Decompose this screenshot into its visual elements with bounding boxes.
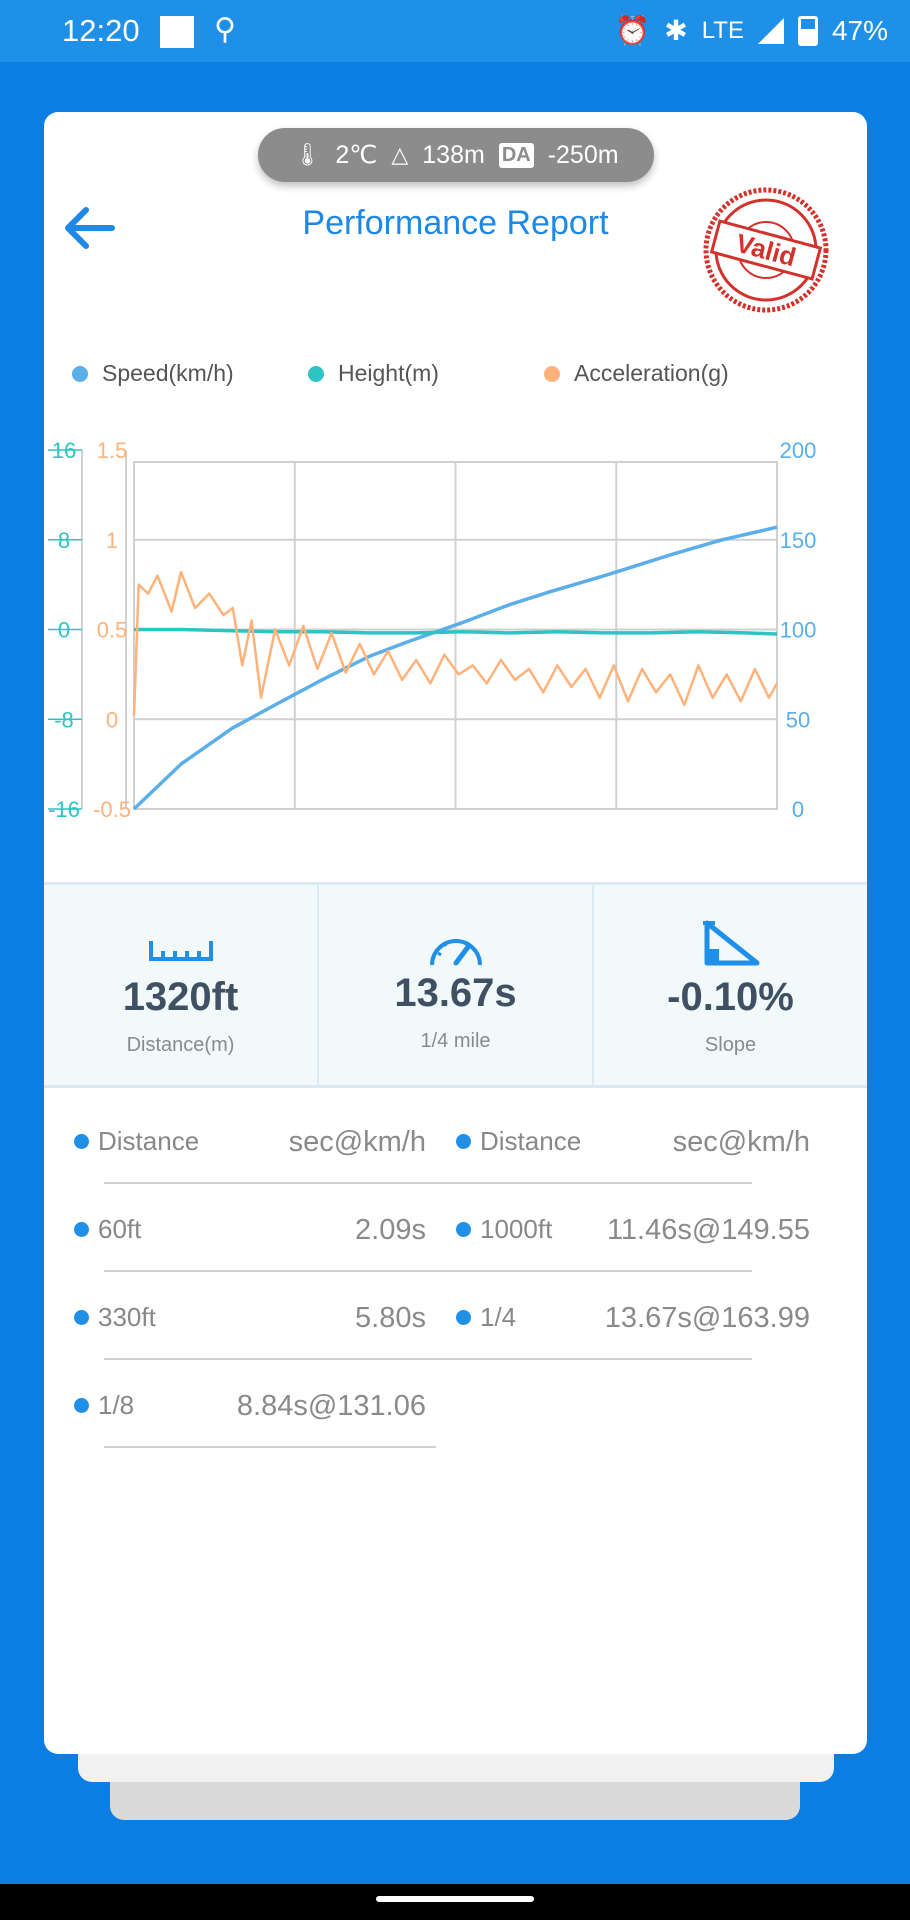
tick-label-speed: 100 (780, 618, 817, 643)
status-time: 12:20 (62, 13, 140, 48)
tick-label-speed: 50 (786, 707, 810, 732)
row-divider (104, 1358, 752, 1360)
stats-bar: 1320ft Distance(m) 13.67s 1/4 mile (44, 882, 867, 1088)
stat-slope-label: Slope (704, 1034, 757, 1056)
page-title: Performance Report (302, 204, 609, 242)
stat-time: 13.67s 1/4 mile (317, 885, 592, 1085)
stat-distance-label: Distance(m) (126, 1034, 235, 1056)
stat-time-label: 1/4 mile (420, 1030, 491, 1052)
chart-legend: Speed(km/h) Height(m) Acceleration(g) (44, 352, 867, 392)
split-value: 2.09s (355, 1214, 426, 1246)
split-row: 1/8 8.84s@131.06 (74, 1386, 426, 1430)
status-bar: 12:20 ⚲ ⏰ ✱ LTE 47% (0, 0, 910, 62)
density-altitude-value: -250m (547, 140, 619, 169)
legend-speed: Speed(km/h) (72, 360, 234, 387)
mountain-icon: △ (391, 142, 409, 167)
altitude-value: 138m (422, 140, 485, 169)
split-key: 1/4 (480, 1302, 517, 1332)
split-value: sec@km/h (288, 1126, 426, 1158)
stat-slope-value: -0.10% (667, 975, 794, 1019)
notification-square-icon (160, 16, 194, 48)
split-key: 1/8 (98, 1390, 135, 1420)
battery-percent: 47% (831, 14, 888, 46)
tick-label-acceleration: 1 (106, 528, 118, 553)
ruler-icon (148, 941, 213, 961)
tick-label-acceleration: 1.5 (97, 438, 128, 463)
valid-stamp-icon: Valid (703, 187, 829, 313)
split-value: 11.46s@149.55 (606, 1214, 810, 1246)
split-value: 13.67s@163.99 (604, 1302, 810, 1334)
back-arrow-icon[interactable] (58, 200, 118, 256)
bluetooth-icon: ✱ (664, 15, 688, 46)
split-key: 1000ft (480, 1214, 553, 1244)
home-gesture-handle[interactable] (376, 1896, 534, 1902)
tick-label-height: -8 (54, 707, 74, 732)
stat-distance: 1320ft Distance(m) (44, 885, 317, 1085)
split-bullet (74, 1398, 89, 1413)
row-divider (104, 1446, 436, 1448)
report-card: 🌡 2℃ △ 138m DA -250m Performance Report … (44, 112, 867, 1754)
row-divider (104, 1182, 752, 1184)
tick-label-height: -16 (48, 797, 80, 822)
tick-label-height: 8 (58, 528, 70, 553)
tick-label-speed: 0 (792, 797, 804, 822)
split-row: 330ft 5.80s (74, 1298, 426, 1342)
stat-time-value: 13.67s (394, 971, 517, 1015)
status-icons: ⏰ ✱ LTE 47% (615, 14, 888, 47)
legend-acceleration: Acceleration(g) (544, 360, 729, 387)
slope-icon (702, 920, 759, 966)
split-bullet (456, 1310, 471, 1325)
split-key: 60ft (98, 1214, 142, 1244)
legend-label-acceleration: Acceleration(g) (574, 360, 729, 386)
split-key: 330ft (98, 1302, 156, 1332)
tick-label-height: 16 (52, 438, 76, 463)
split-row: 1000ft 11.46s@149.55 (456, 1210, 810, 1254)
system-nav-bar (0, 1884, 910, 1920)
network-label: LTE (701, 16, 744, 44)
legend-height: Height(m) (308, 360, 439, 387)
da-badge-icon: DA (498, 142, 534, 168)
legend-dot-acceleration (544, 365, 560, 382)
legend-label-height: Height(m) (338, 360, 439, 386)
split-bullet (456, 1222, 471, 1237)
stat-distance-value: 1320ft (122, 975, 239, 1019)
environment-pill: 🌡 2℃ △ 138m DA -250m (258, 128, 654, 182)
legend-dot-height (308, 365, 324, 382)
battery-icon (797, 15, 818, 46)
split-key: Distance (480, 1126, 582, 1156)
split-value: 8.84s@131.06 (236, 1390, 426, 1422)
series-line-height (134, 627, 778, 636)
split-row-header-left: Distance sec@km/h (74, 1122, 426, 1166)
legend-label-speed: Speed(km/h) (102, 360, 234, 386)
split-row: 1/4 13.67s@163.99 (456, 1298, 810, 1342)
temperature-value: 2℃ (335, 141, 378, 169)
legend-dot-speed (72, 365, 88, 382)
split-value: 5.80s (355, 1302, 426, 1334)
series-line-acceleration (132, 570, 779, 716)
split-bullet (74, 1222, 89, 1237)
tick-label-speed: 150 (780, 528, 817, 553)
signal-icon (757, 17, 784, 44)
split-key: Distance (98, 1126, 200, 1156)
stat-slope: -0.10% Slope (592, 885, 867, 1085)
tick-label-acceleration: -0.5 (93, 797, 131, 822)
alarm-icon: ⏰ (615, 15, 651, 46)
split-row: 60ft 2.09s (74, 1210, 426, 1254)
performance-chart: 16 8 0 -8 -16 1.5 1 0.5 0 -0.5 200 150 100 50 0 (48, 438, 817, 822)
tick-label-acceleration: 0 (106, 707, 118, 732)
speedometer-icon (429, 939, 482, 966)
split-bullet (74, 1310, 89, 1325)
tick-label-speed: 200 (780, 438, 817, 463)
row-divider (104, 1270, 752, 1272)
split-row-header-right: Distance sec@km/h (456, 1122, 810, 1166)
thermometer-icon: 🌡 (293, 142, 322, 167)
location-pin-icon: ⚲ (214, 13, 236, 46)
split-bullet (74, 1134, 89, 1149)
tick-label-acceleration: 0.5 (97, 618, 128, 643)
split-bullet (456, 1134, 471, 1149)
split-value: sec@km/h (672, 1126, 810, 1158)
tick-label-height: 0 (58, 618, 70, 643)
